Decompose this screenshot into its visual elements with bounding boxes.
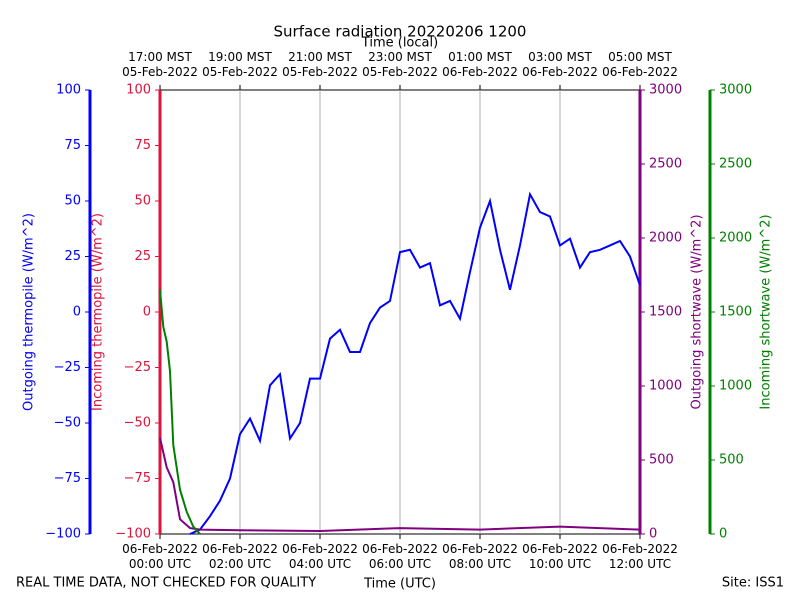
y-tick-label: 1500 [649, 305, 682, 320]
series-line [159, 437, 641, 533]
y-tick-label: 75 [64, 138, 81, 153]
y-tick-label: 2500 [649, 157, 682, 172]
y-tick-label: 1000 [719, 379, 752, 394]
y-tick-label: −50 [124, 416, 151, 431]
top-tick-label: 01:00 MST 06-Feb-2022 [442, 50, 518, 79]
y-tick-label: −25 [54, 360, 81, 375]
y-tick-label: 3000 [649, 83, 682, 98]
x-tick-label: 06-Feb-2022 00:00 UTC [122, 542, 198, 571]
y-axis-label: Outgoing thermopile (W/m^2) [22, 213, 37, 411]
chart-title: Surface radiation 20220206 1200 [274, 23, 527, 41]
y-tick-label: 0 [143, 305, 151, 320]
y-tick-label: 2500 [719, 157, 752, 172]
y-tick-label: 50 [134, 194, 151, 209]
y-tick-label: 75 [134, 138, 151, 153]
y-tick-label: 3000 [719, 83, 752, 98]
y-tick-label: −75 [124, 471, 151, 486]
top-tick-label: 21:00 MST 05-Feb-2022 [282, 50, 358, 79]
series-line [189, 191, 641, 535]
top-axis-label: Time (local) [361, 36, 438, 51]
top-tick-label: 17:00 MST 05-Feb-2022 [122, 50, 198, 79]
y-tick-label: 100 [126, 83, 151, 98]
y-tick-label: −100 [115, 527, 151, 542]
y-tick-label: 25 [64, 249, 81, 264]
x-axis-label: Time (UTC) [363, 577, 436, 592]
y-tick-label: 500 [649, 453, 674, 468]
y-tick-label: −25 [124, 360, 151, 375]
y-tick-label: 50 [64, 194, 81, 209]
footer-note: REAL TIME DATA, NOT CHECKED FOR QUALITY [16, 576, 316, 591]
y-tick-label: 1500 [719, 305, 752, 320]
y-tick-label: −100 [45, 527, 81, 542]
y-tick-label: 2000 [719, 231, 752, 246]
y-tick-label: 25 [134, 249, 151, 264]
y-tick-label: 1000 [649, 379, 682, 394]
y-tick-label: 0 [73, 305, 81, 320]
y-tick-label: −75 [54, 471, 81, 486]
y-tick-label: −50 [54, 416, 81, 431]
y-tick-label: 0 [649, 527, 657, 542]
top-tick-label: 23:00 MST 05-Feb-2022 [362, 50, 438, 79]
x-tick-label: 06-Feb-2022 08:00 UTC [442, 542, 518, 571]
top-tick-label: 05:00 MST 06-Feb-2022 [602, 50, 678, 79]
x-tick-label: 06-Feb-2022 12:00 UTC [602, 542, 678, 571]
y-axis-label: Incoming thermopile (W/m^2) [91, 213, 106, 411]
x-tick-label: 06-Feb-2022 04:00 UTC [282, 542, 358, 571]
x-tick-label: 06-Feb-2022 06:00 UTC [362, 542, 438, 571]
y-tick-label: 500 [719, 453, 744, 468]
x-tick-label: 06-Feb-2022 02:00 UTC [202, 542, 278, 571]
y-axis-label: Outgoing shortwave (W/m^2) [690, 214, 705, 409]
y-axis-label: Incoming shortwave (W/m^2) [759, 214, 774, 409]
y-tick-label: 0 [719, 527, 727, 542]
y-tick-label: 2000 [649, 231, 682, 246]
series-line [159, 289, 201, 535]
x-tick-label: 06-Feb-2022 10:00 UTC [522, 542, 598, 571]
top-tick-label: 03:00 MST 06-Feb-2022 [522, 50, 598, 79]
top-tick-label: 19:00 MST 05-Feb-2022 [202, 50, 278, 79]
y-tick-label: 100 [56, 83, 81, 98]
site-label: Site: ISS1 [722, 576, 784, 591]
